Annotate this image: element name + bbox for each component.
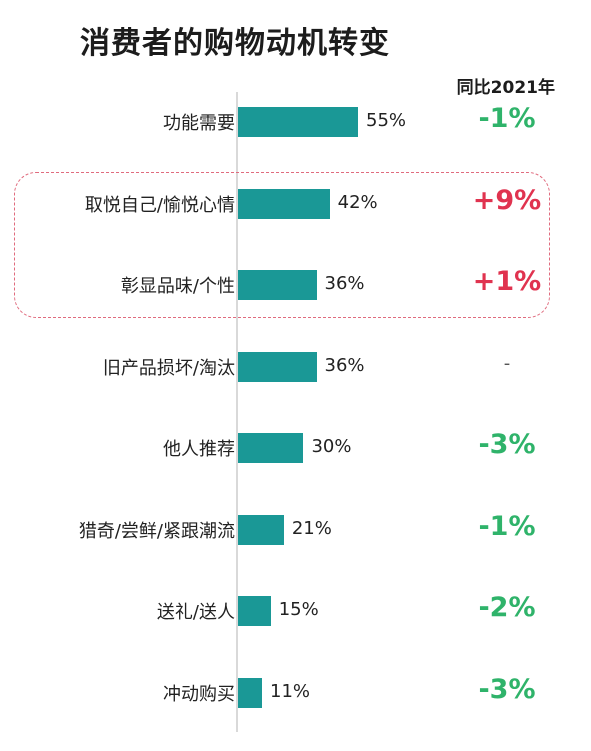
- bar-row: 冲动购买 11% -3%: [0, 673, 591, 713]
- value-label: 11%: [270, 680, 311, 702]
- bar: [238, 270, 317, 300]
- bar-row: 他人推荐 30% -3%: [0, 428, 591, 468]
- category-label: 取悦自己/愉悦心情: [84, 194, 235, 216]
- value-label: 30%: [311, 436, 352, 457]
- change-label: -1%: [478, 103, 536, 134]
- bar-row: 旧产品损坏/淘汰 36% -: [0, 347, 591, 387]
- bar-row: 送礼/送人 15% -2%: [0, 591, 591, 631]
- chart-title: 消费者的购物动机转变: [80, 26, 390, 61]
- bar-row: 彰显品味/个性 36% +1%: [0, 265, 591, 305]
- category-label: 他人推荐: [163, 439, 235, 460]
- y-axis-line: [236, 92, 238, 732]
- category-label: 功能需要: [163, 113, 235, 134]
- change-label: +9%: [472, 184, 542, 216]
- bar-row: 取悦自己/愉悦心情 42% +9%: [0, 184, 591, 224]
- change-label: -3%: [478, 673, 536, 705]
- bar: [238, 677, 262, 708]
- value-label: 15%: [278, 599, 319, 620]
- bar: [238, 596, 271, 626]
- value-label: 36%: [324, 354, 365, 376]
- value-label: 36%: [324, 273, 365, 294]
- change-column-header: 同比2021年: [456, 78, 555, 98]
- change-label: -2%: [478, 592, 536, 623]
- highlight-box: [14, 172, 550, 318]
- value-label: 21%: [291, 517, 332, 539]
- bar-row: 功能需要 55% -1%: [0, 102, 591, 142]
- change-label: -3%: [478, 429, 536, 460]
- bar: [238, 107, 358, 137]
- category-label: 彰显品味/个性: [120, 276, 235, 297]
- bar: [238, 188, 330, 219]
- category-label: 送礼/送人: [156, 602, 235, 623]
- bar: [238, 351, 317, 382]
- value-label: 42%: [337, 191, 378, 213]
- change-label: +1%: [472, 266, 542, 297]
- category-label: 冲动购买: [163, 683, 235, 705]
- value-label: 55%: [366, 110, 407, 131]
- bar: [238, 433, 304, 463]
- bar: [238, 514, 284, 545]
- bar-row: 猎奇/尝鲜/紧跟潮流 21% -1%: [0, 510, 591, 550]
- category-label: 猎奇/尝鲜/紧跟潮流: [78, 520, 235, 542]
- category-label: 旧产品损坏/淘汰: [102, 357, 235, 379]
- change-label: -1%: [478, 510, 536, 542]
- change-label: -: [503, 352, 511, 374]
